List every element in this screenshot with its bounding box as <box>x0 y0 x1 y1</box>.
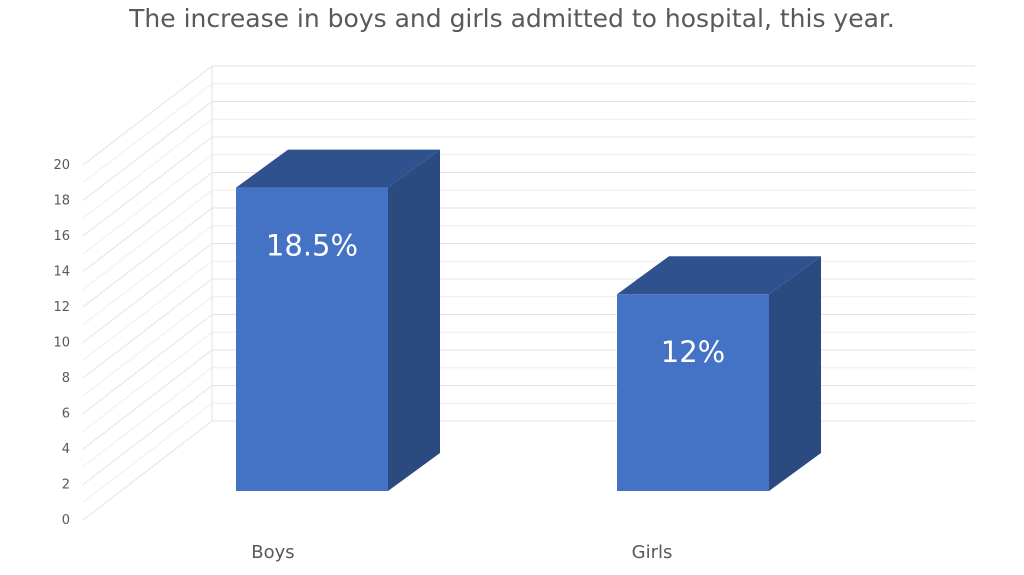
y-tick-label-9: 18 <box>53 194 70 209</box>
y-tick-label-1: 2 <box>62 478 70 493</box>
grid-line-side-minor-8 <box>82 118 213 219</box>
y-tick-label-7: 14 <box>53 265 70 280</box>
x-category-label-girls: Girls <box>632 542 673 563</box>
y-tick-label-4: 8 <box>62 371 70 386</box>
grid-line-side-minor-7 <box>82 154 213 255</box>
grid-line-side-6 <box>82 207 213 308</box>
bar-side-girls <box>769 256 821 491</box>
bar-top-girls <box>617 256 821 295</box>
y-tick-label-2: 4 <box>62 442 70 457</box>
data-label-girls: 12% <box>661 335 725 369</box>
bar-girls <box>617 294 769 491</box>
y-tick-label-3: 6 <box>62 407 70 422</box>
y-tick-label-8: 16 <box>53 229 70 244</box>
grid-line-side-minor-6 <box>82 189 213 290</box>
grid-line-side-0 <box>82 420 213 521</box>
grid-line-side-9 <box>82 101 213 201</box>
grid-line-side-minor-0 <box>82 402 213 503</box>
x-category-label-boys: Boys <box>251 542 294 563</box>
grid-line-side-minor-1 <box>82 367 213 468</box>
grid-line-side-3 <box>82 314 213 414</box>
grid-line-side-1 <box>82 385 213 485</box>
y-tick-label-5: 10 <box>53 336 70 351</box>
grid-line-side-8 <box>82 136 213 237</box>
bar-side-boys <box>388 149 440 491</box>
grid-line-side-5 <box>82 243 213 343</box>
grid-line-side-minor-3 <box>82 296 213 397</box>
grid-line-side-minor-5 <box>82 225 213 326</box>
bar-top-boys <box>236 149 440 188</box>
grid-line-side-10 <box>82 65 213 166</box>
grid-line-side-2 <box>82 349 213 450</box>
grid-line-side-7 <box>82 172 213 272</box>
data-label-boys: 18.5% <box>266 229 358 263</box>
grid-line-side-minor-4 <box>82 260 213 361</box>
chart-title: The increase in boys and girls admitted … <box>129 4 895 33</box>
grid-line-side-minor-9 <box>82 83 213 184</box>
grid-line-side-minor-2 <box>82 331 213 432</box>
grid-line-side-4 <box>82 278 213 379</box>
y-tick-label-6: 12 <box>53 300 70 315</box>
bar-boys <box>236 187 388 491</box>
y-tick-label-10: 20 <box>53 158 70 173</box>
y-tick-label-0: 0 <box>62 513 70 528</box>
